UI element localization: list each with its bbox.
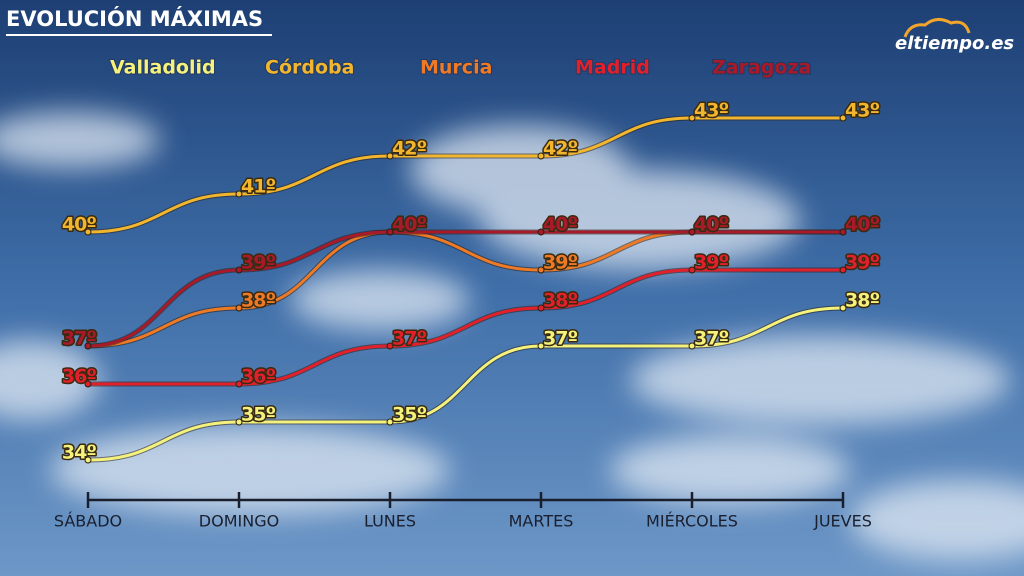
value-label: 37º: [62, 328, 96, 350]
value-label: 37º: [62, 328, 96, 350]
value-label: 39º: [241, 252, 275, 274]
point: [235, 418, 243, 426]
point: [386, 418, 394, 426]
value-label: 38º: [543, 290, 577, 312]
series-line: [87, 116, 843, 234]
value-label: 36º: [62, 366, 96, 388]
x-tick-label: JUEVES: [813, 512, 872, 531]
value-label: 37º: [392, 328, 426, 350]
value-label: 39º: [694, 252, 728, 274]
x-tick-label: SÁBADO: [54, 512, 122, 531]
point: [386, 152, 394, 160]
value-label: 40º: [845, 214, 879, 236]
legend-entry: Valladolid: [110, 57, 216, 79]
value-label: 42º: [392, 138, 426, 160]
point: [537, 342, 545, 350]
point: [688, 228, 696, 236]
point: [386, 342, 394, 350]
point: [839, 304, 847, 312]
value-label: 35º: [241, 404, 275, 426]
legend-entry: Córdoba: [265, 57, 354, 79]
value-label: 40º: [392, 214, 426, 236]
value-label: 40º: [392, 214, 426, 236]
x-tick-label: MARTES: [509, 512, 574, 531]
value-label: 38º: [241, 290, 275, 312]
legend-entry: Murcia: [420, 57, 492, 79]
point: [688, 342, 696, 350]
value-label: 40º: [694, 214, 728, 236]
value-label: 40º: [694, 214, 728, 236]
value-label: 43º: [845, 100, 879, 122]
point: [84, 456, 92, 464]
value-label: 40º: [845, 214, 879, 236]
value-label: 35º: [392, 404, 426, 426]
point: [84, 342, 92, 350]
point: [84, 380, 92, 388]
logo: eltiempo.es: [895, 33, 1014, 54]
point: [688, 266, 696, 274]
series-line: [87, 230, 843, 348]
legend-entry: Zaragoza: [712, 57, 811, 79]
value-label: 37º: [543, 328, 577, 350]
point: [235, 304, 243, 312]
value-label: 40º: [543, 214, 577, 236]
value-label: 38º: [845, 290, 879, 312]
point: [84, 228, 92, 236]
point: [839, 266, 847, 274]
point: [386, 228, 394, 236]
x-tick-label: LUNES: [364, 512, 416, 531]
value-label: 43º: [694, 100, 728, 122]
legend-entry: Madrid: [575, 57, 650, 79]
value-label: 37º: [694, 328, 728, 350]
value-label: 40º: [62, 214, 96, 236]
point: [839, 114, 847, 122]
point: [235, 266, 243, 274]
value-label: 34º: [62, 442, 96, 464]
point: [537, 152, 545, 160]
point: [537, 304, 545, 312]
point: [688, 114, 696, 122]
point: [235, 190, 243, 198]
chart-title: EVOLUCIÓN MÁXIMAS: [6, 6, 263, 31]
point: [537, 266, 545, 274]
point: [235, 380, 243, 388]
point: [839, 228, 847, 236]
series-line: [87, 268, 843, 386]
value-label: 36º: [241, 366, 275, 388]
value-label: 39º: [543, 252, 577, 274]
value-label: 41º: [241, 176, 275, 198]
x-tick-label: MIÉRCOLES: [646, 512, 738, 531]
series-line: [87, 306, 844, 462]
logo-cloud: [903, 18, 971, 38]
value-label: 42º: [543, 138, 577, 160]
x-tick-label: DOMINGO: [199, 512, 279, 531]
value-label: 39º: [845, 252, 879, 274]
point: [537, 228, 545, 236]
